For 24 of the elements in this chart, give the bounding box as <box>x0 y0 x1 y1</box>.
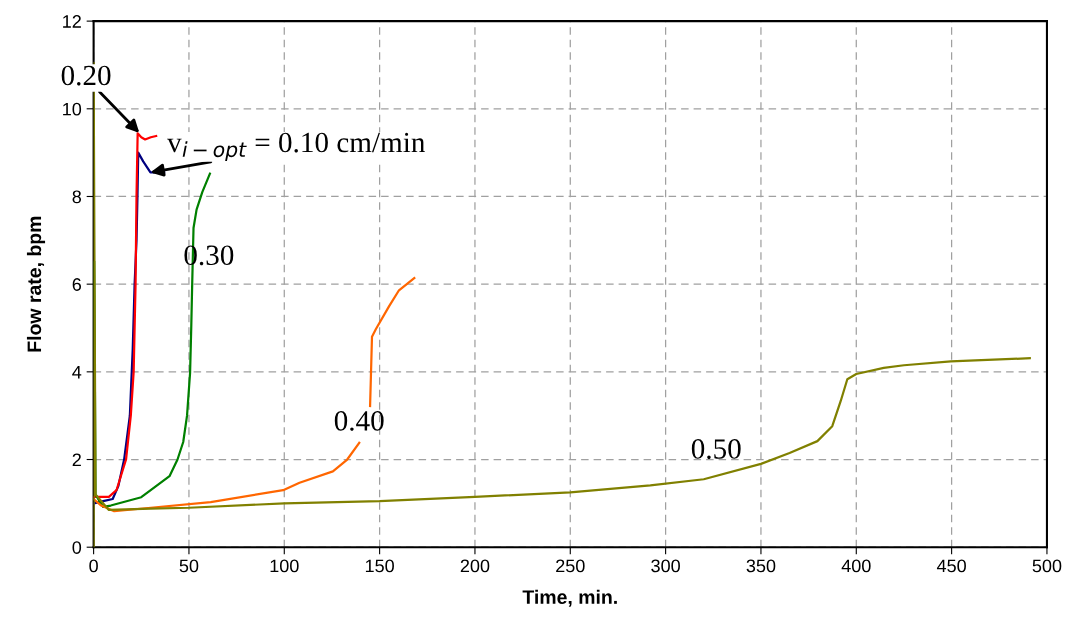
y-tick-label: 6 <box>72 278 82 291</box>
x-tick-label: 500 <box>1032 559 1062 573</box>
x-tick-label: 450 <box>936 559 966 573</box>
y-axis-title: Flow rate, bpm <box>26 216 46 352</box>
y-tick-label: 0 <box>72 541 82 554</box>
y-tick-label: 2 <box>72 453 81 467</box>
y-tick-label: 12 <box>63 15 81 28</box>
y-tick-label: 10 <box>63 102 82 116</box>
annotation: v$_{i−opt}$ = 0.10 cm/min <box>167 132 425 162</box>
x-tick-label: 400 <box>841 559 871 573</box>
annotation: 0.20 <box>61 65 111 86</box>
x-tick-label: 0 <box>89 559 98 573</box>
x-tick-label: 250 <box>556 559 585 573</box>
x-tick-label: 100 <box>270 559 299 573</box>
annotation: 0.40 <box>334 411 384 431</box>
x-tick-label: 350 <box>746 559 776 573</box>
x-tick-label: 300 <box>651 559 680 573</box>
annotation: 0.50 <box>691 439 741 459</box>
x-tick-label: 150 <box>365 559 394 573</box>
x-axis-title: Time, min. <box>522 589 617 607</box>
y-tick-label: 4 <box>72 365 82 379</box>
x-tick-label: 50 <box>179 559 199 573</box>
y-tick-label: 8 <box>72 190 82 204</box>
x-tick-label: 200 <box>460 559 490 573</box>
